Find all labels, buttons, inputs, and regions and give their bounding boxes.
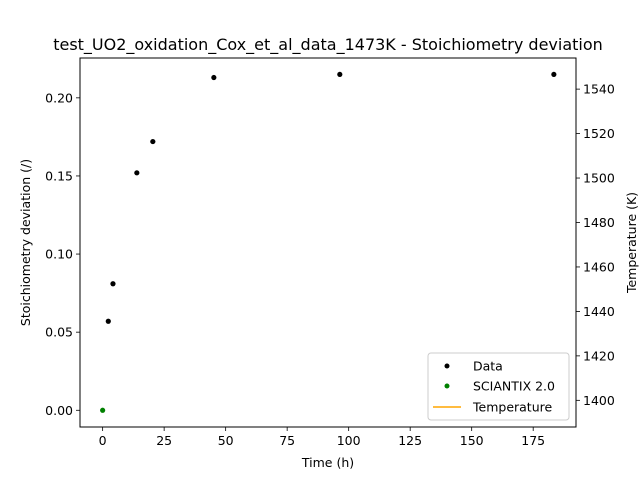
- x-tick-label: 75: [279, 433, 295, 448]
- y-tick-label: 0.00: [45, 403, 73, 418]
- y-tick-label: 0.10: [45, 247, 73, 262]
- legend-label-sciantix: SCIANTIX 2.0: [473, 379, 555, 394]
- legend: Data SCIANTIX 2.0 Temperature: [427, 352, 570, 421]
- legend-label-temperature: Temperature: [472, 400, 552, 415]
- x-tick-label: 25: [156, 433, 172, 448]
- data-marks: [100, 71, 557, 413]
- legend-marker-data: [444, 363, 450, 369]
- legend-marker-sciantix: [444, 383, 450, 389]
- data-point-data: [134, 170, 140, 176]
- x-tick-label: 100: [337, 433, 361, 448]
- data-point-data: [551, 71, 557, 78]
- y2-tick-label: 1520: [583, 126, 615, 141]
- data-point-data: [337, 71, 343, 78]
- data-point-data: [211, 74, 217, 81]
- x-axis-label: Time (h): [301, 455, 354, 470]
- data-point-data: [105, 318, 111, 324]
- y2-tick-label: 1500: [583, 171, 615, 186]
- legend-label-data: Data: [473, 359, 503, 374]
- y-tick-label: 0.20: [45, 90, 73, 105]
- y2-tick-label: 1460: [583, 259, 615, 274]
- legend-box: [427, 352, 570, 421]
- y2-tick-label: 1420: [583, 348, 615, 363]
- y-axis-label: Stoichiometry deviation (/): [18, 159, 33, 326]
- y2-tick-label: 1400: [583, 393, 615, 408]
- data-point-sciantix-2-0: [100, 407, 106, 413]
- x-tick-label: 0: [99, 433, 107, 448]
- y2-axis-label: Temperature (K): [624, 192, 639, 294]
- x-tick-label: 125: [398, 433, 422, 448]
- x-tick-label: 50: [218, 433, 234, 448]
- chart-title: test_UO2_oxidation_Cox_et_al_data_1473K …: [53, 35, 603, 55]
- data-point-data: [150, 138, 156, 145]
- x-tick-label: 175: [521, 433, 545, 448]
- axis-ticks: 0 25 50 75 100 125 150 175 0.00 0.05 0.10 0.15 0.20 1…: [45, 82, 615, 448]
- y-tick-label: 0.15: [45, 168, 73, 183]
- x-tick-label: 150: [460, 433, 484, 448]
- y2-tick-label: 1440: [583, 304, 615, 319]
- y-tick-label: 0.05: [45, 325, 73, 340]
- plot-frame: [79, 57, 577, 428]
- y2-tick-label: 1540: [583, 82, 615, 97]
- y2-tick-label: 1480: [583, 215, 615, 230]
- data-point-data: [110, 281, 116, 287]
